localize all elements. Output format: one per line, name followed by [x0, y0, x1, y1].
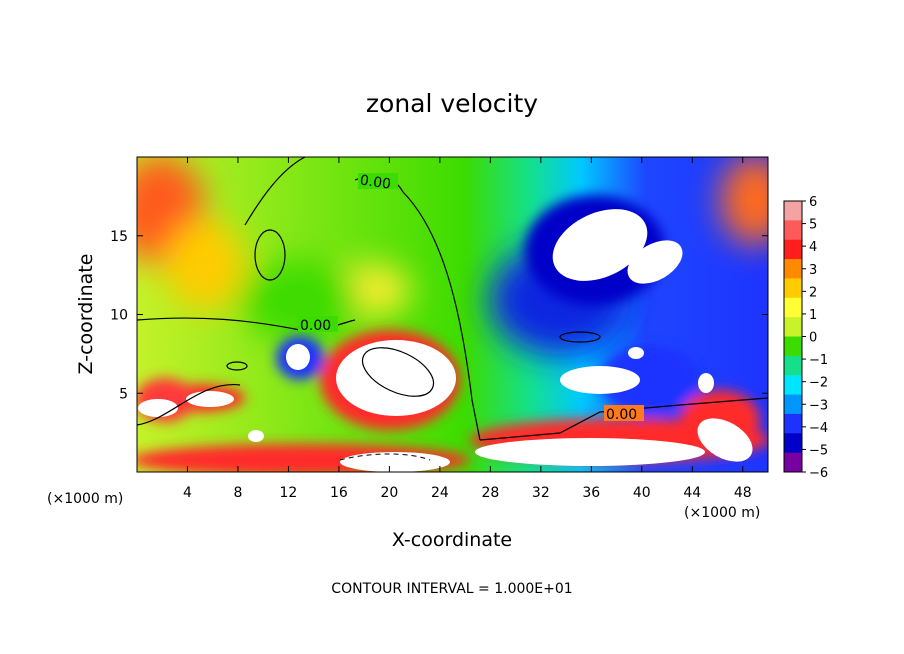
x-tick-label: 44: [683, 485, 701, 501]
colorbar-swatch: [784, 375, 802, 396]
colorbar-swatch: [784, 297, 802, 318]
colorbar-swatch: [784, 355, 802, 376]
colorbar-tick-label: 1: [809, 308, 817, 323]
y-unit-label: (×1000 m): [47, 491, 123, 507]
colorbar-tick-label: −3: [809, 398, 828, 413]
colorbar-swatch: [784, 259, 802, 279]
x-tick-label: 28: [481, 485, 499, 501]
colorbar-swatch: [784, 394, 802, 415]
x-tick-label: 8: [233, 485, 242, 501]
colorbar-tick-label: 6: [809, 195, 817, 210]
contour-label: 0.00: [359, 173, 392, 193]
y-tick-label: 10: [110, 308, 128, 324]
contour-label: 0.00: [606, 407, 637, 423]
colorbar-tick-label: 5: [809, 218, 817, 233]
contour-interval-note: CONTOUR INTERVAL = 1.000E+01: [331, 581, 572, 597]
colorbar-tick-label: −2: [809, 376, 828, 391]
colorbar-tick-label: −1: [809, 353, 828, 368]
x-tick-label: 16: [330, 485, 348, 501]
colorbar-swatch: [784, 433, 802, 454]
colorbar-swatch: [784, 413, 802, 434]
y-tick-label: 15: [110, 229, 128, 245]
x-axis-label: X-coordinate: [392, 529, 512, 551]
y-tick-label: 5: [119, 386, 128, 402]
colorbar-swatch: [784, 317, 802, 337]
contour-label: 0.00: [300, 318, 331, 334]
x-tick-label: 12: [280, 485, 298, 501]
x-tick-label: 40: [633, 485, 651, 501]
colorbar-swatch: [784, 278, 802, 299]
x-unit-label: (×1000 m): [684, 505, 760, 521]
x-tick-label: 24: [431, 485, 449, 501]
colorbar-tick-label: 4: [809, 240, 817, 255]
x-tick-label: 36: [582, 485, 600, 501]
colorbar-swatch: [784, 220, 802, 241]
y-axis-label: Z-coordinate: [75, 254, 97, 375]
colorbar-tick-label: −4: [809, 421, 828, 436]
colorbar-tick-label: 0: [809, 331, 817, 346]
colorbar-tick-label: −6: [809, 466, 828, 481]
colorbar-swatch: [784, 201, 802, 221]
x-tick-label: 48: [734, 485, 752, 501]
colorbar-tick-label: 2: [809, 285, 817, 300]
colorbar-swatch: [784, 336, 802, 357]
colorbar-swatch: [784, 239, 802, 260]
colorbar-tick-label: −5: [809, 443, 828, 458]
heatmap-field: [137, 157, 768, 472]
colorbar: 6 5 4 3 2 1 0 −1 −2 −3 −4 −5 −6: [783, 195, 828, 481]
x-tick-label: 4: [183, 485, 192, 501]
chart-title: zonal velocity: [366, 89, 538, 118]
x-tick-label: 20: [380, 485, 398, 501]
x-tick-label: 32: [532, 485, 550, 501]
colorbar-tick-label: 3: [809, 263, 817, 278]
colorbar-swatch: [784, 452, 802, 473]
